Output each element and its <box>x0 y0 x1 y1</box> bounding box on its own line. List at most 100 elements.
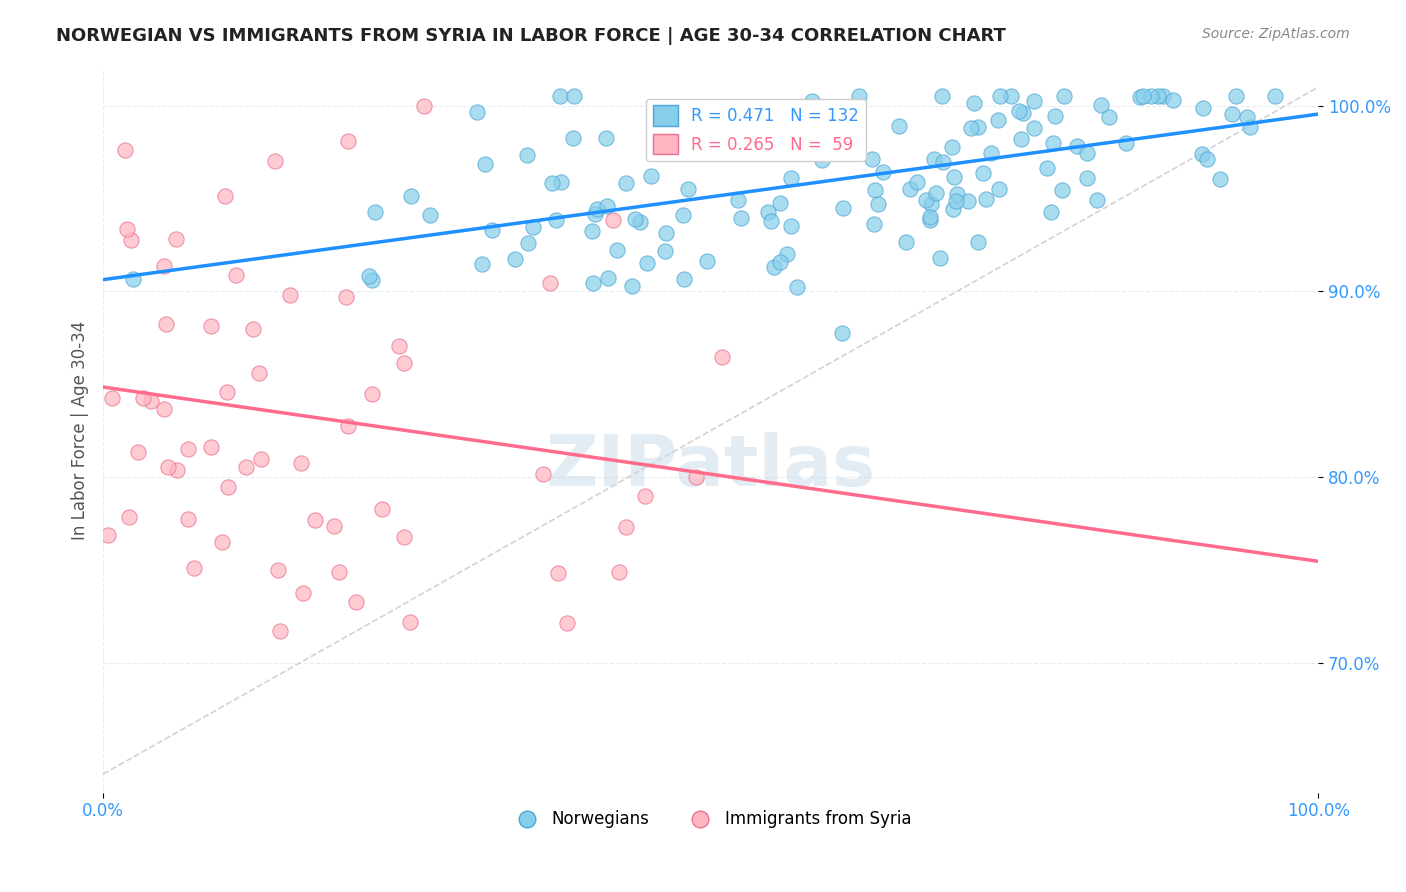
Point <box>1008 103 1031 118</box>
Point <box>671 208 693 222</box>
Point <box>541 177 564 191</box>
Point <box>976 192 998 206</box>
Point <box>200 319 222 334</box>
Point <box>972 166 994 180</box>
Point <box>177 442 200 456</box>
Point <box>1000 89 1022 103</box>
Point <box>596 199 619 213</box>
Point <box>215 384 238 399</box>
Point <box>866 197 889 211</box>
Point <box>848 89 870 103</box>
Point <box>481 223 503 237</box>
Point <box>932 155 955 169</box>
Point <box>896 235 918 250</box>
Point <box>1146 89 1168 103</box>
Point <box>291 585 314 599</box>
Point <box>120 233 142 247</box>
Legend: Norwegians, Immigrants from Syria: Norwegians, Immigrants from Syria <box>503 804 918 835</box>
Point <box>139 394 162 409</box>
Point <box>471 257 494 271</box>
Point <box>153 259 176 273</box>
Point <box>1209 172 1232 186</box>
Point <box>696 254 718 268</box>
Point <box>585 202 607 216</box>
Point <box>1085 193 1108 207</box>
Point <box>1239 120 1261 134</box>
Point <box>863 183 886 197</box>
Point <box>419 208 441 222</box>
Point <box>550 175 572 189</box>
Point <box>336 135 359 149</box>
Point <box>336 419 359 434</box>
Point <box>624 211 647 226</box>
Point <box>547 566 569 581</box>
Point <box>1152 89 1174 103</box>
Point <box>842 104 865 119</box>
Point <box>759 214 782 228</box>
Point <box>516 235 538 250</box>
Point <box>696 137 718 152</box>
Point <box>776 247 799 261</box>
Point <box>800 94 823 108</box>
Point <box>1076 170 1098 185</box>
Point <box>602 212 624 227</box>
Point <box>165 232 187 246</box>
Point <box>920 213 942 227</box>
Point <box>1220 106 1243 120</box>
Point <box>211 535 233 549</box>
Point <box>1024 94 1046 108</box>
Point <box>1024 120 1046 135</box>
Point <box>364 205 387 219</box>
Point <box>548 89 571 103</box>
Point <box>636 256 658 270</box>
Point <box>214 189 236 203</box>
Point <box>1011 106 1033 120</box>
Point <box>399 189 422 203</box>
Point <box>801 143 824 157</box>
Point <box>988 89 1011 103</box>
Point <box>290 456 312 470</box>
Point <box>242 322 264 336</box>
Point <box>115 222 138 236</box>
Point <box>793 102 815 116</box>
Point <box>127 444 149 458</box>
Point <box>678 182 700 196</box>
Point <box>267 563 290 577</box>
Point <box>987 113 1010 128</box>
Point <box>967 235 990 249</box>
Point <box>562 89 585 103</box>
Point <box>399 615 422 629</box>
Point <box>531 467 554 481</box>
Point <box>956 194 979 209</box>
Point <box>640 169 662 183</box>
Point <box>1035 161 1057 175</box>
Point <box>1192 101 1215 115</box>
Point <box>920 210 942 224</box>
Point <box>217 480 239 494</box>
Point <box>756 205 779 219</box>
Point <box>711 350 734 364</box>
Point <box>988 182 1011 196</box>
Text: NORWEGIAN VS IMMIGRANTS FROM SYRIA IN LABOR FORCE | AGE 30-34 CORRELATION CHART: NORWEGIAN VS IMMIGRANTS FROM SYRIA IN LA… <box>56 27 1007 45</box>
Point <box>1066 138 1088 153</box>
Point <box>166 462 188 476</box>
Point <box>1097 110 1119 124</box>
Point <box>1129 90 1152 104</box>
Point <box>654 226 676 240</box>
Point <box>941 140 963 154</box>
Point <box>335 290 357 304</box>
Point <box>263 153 285 168</box>
Point <box>503 252 526 266</box>
Point <box>900 182 922 196</box>
Point <box>235 460 257 475</box>
Point <box>762 260 785 275</box>
Point <box>831 326 853 340</box>
Point <box>1043 109 1066 123</box>
Point <box>155 317 177 331</box>
Point <box>581 224 603 238</box>
Point <box>328 565 350 579</box>
Point <box>200 441 222 455</box>
Point <box>860 152 883 166</box>
Point <box>1197 152 1219 166</box>
Point <box>122 272 145 286</box>
